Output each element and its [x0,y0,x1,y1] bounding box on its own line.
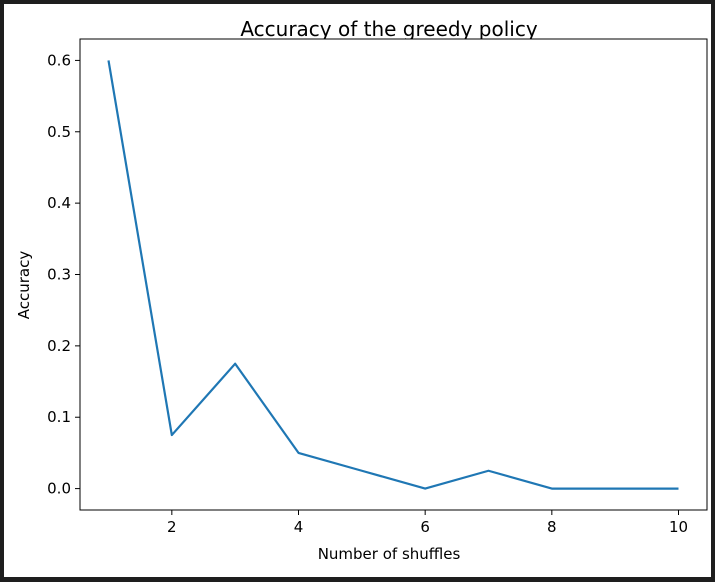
x-tick-label: 4 [294,518,304,536]
y-axis: 0.0 0.1 0.2 0.3 0.4 0.5 0.6 [47,51,80,498]
x-axis: 2 4 6 8 10 [167,510,688,536]
y-tick-label: 0.6 [47,51,71,69]
y-axis-label: Accuracy [15,251,33,320]
line-chart: Accuracy of the greedy policy 2 4 6 8 10 0.0… [15,17,708,563]
y-tick-label: 0.5 [47,123,71,141]
x-tick-label: 10 [669,518,688,536]
y-tick-label: 0.3 [47,266,71,284]
y-tick-label: 0.0 [47,480,71,498]
chart-title: Accuracy of the greedy policy [240,17,537,41]
x-axis-label: Number of shuffles [318,545,461,563]
y-tick-label: 0.1 [47,408,71,426]
y-tick-label: 0.2 [47,337,71,355]
x-tick-label: 8 [547,518,557,536]
y-tick-label: 0.4 [47,194,71,212]
chart-frame: Accuracy of the greedy policy 2 4 6 8 10 0.0… [4,4,711,577]
series-line [107,60,679,490]
plot-area [79,38,708,511]
x-tick-label: 6 [420,518,430,536]
series-layer [107,60,679,490]
x-tick-label: 2 [167,518,177,536]
